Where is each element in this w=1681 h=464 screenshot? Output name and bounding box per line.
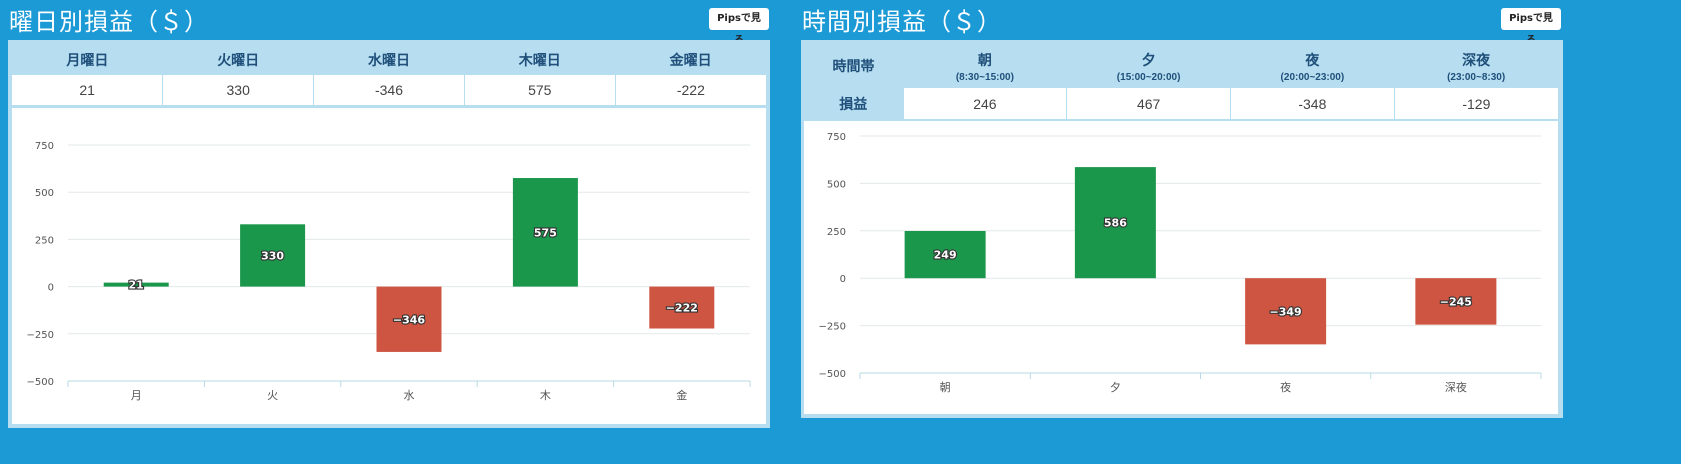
hourly-header-evening: 夕 (15:00~20:00) <box>1067 44 1231 88</box>
weekday-header-mon: 月曜日 <box>66 51 109 68</box>
data-label: 586 <box>1104 217 1127 230</box>
hourly-header-evening-name: 夕 <box>1141 51 1156 68</box>
hourly-panel-title: 時間別損益（＄） <box>802 8 1002 36</box>
bar <box>240 224 306 287</box>
bar <box>649 286 715 329</box>
hourly-header-night-name: 夜 <box>1305 51 1320 68</box>
hourly-value-morning: 246 <box>902 88 1067 119</box>
y-tick-label: 250 <box>827 227 846 238</box>
hourly-value-night: -348 <box>1230 88 1395 119</box>
weekday-value-thu: 575 <box>463 75 616 105</box>
x-tick-label: 深夜 <box>1445 380 1467 394</box>
hourly-header-morning-range: (8:30~15:00) <box>955 71 1014 83</box>
hourly-header-morning-name: 朝 <box>977 51 992 68</box>
weekday-value-mon: 21 <box>12 75 163 105</box>
data-label: −245 <box>1440 295 1472 308</box>
hourly-table: 時間帯 朝 (8:30~15:00) 夕 (15:00~20:00) 夜 (20… <box>804 44 1558 119</box>
hourly-chart-area: 750 500 250 0 −250 −500 249 朝 586 夕 −349 夜 −245 深夜 <box>804 121 1558 414</box>
bar <box>103 282 169 287</box>
weekday-header-thu: 木曜日 <box>518 51 561 68</box>
y-tick-label: 0 <box>48 283 54 294</box>
hourly-header-latenight-name: 深夜 <box>1462 51 1491 68</box>
y-tick-label: 0 <box>840 274 846 285</box>
y-tick-label: 750 <box>827 132 846 143</box>
bar <box>904 230 986 279</box>
weekday-pips-button[interactable]: Pipsで見る <box>709 8 769 46</box>
hourly-header-morning: 朝 (8:30~15:00) <box>903 44 1067 88</box>
y-tick-label: −250 <box>27 330 54 341</box>
y-tick-label: −500 <box>819 369 846 380</box>
data-label: −222 <box>666 302 698 315</box>
data-label: −346 <box>393 313 426 326</box>
data-label: 249 <box>934 249 957 262</box>
weekday-header-wed: 水曜日 <box>367 51 410 68</box>
weekday-value-tue: 330 <box>162 75 314 105</box>
data-label: 575 <box>534 226 557 239</box>
y-tick-label: 500 <box>827 179 846 190</box>
x-tick-label: 月 <box>131 389 142 402</box>
y-tick-label: 250 <box>35 235 54 246</box>
y-tick-label: −250 <box>819 322 846 333</box>
data-label: −349 <box>1270 305 1302 318</box>
weekday-value-wed: -346 <box>313 75 465 105</box>
hourly-rowheader-timeband: 時間帯 <box>804 44 903 88</box>
x-tick-label: 水 <box>404 389 415 402</box>
y-tick-label: 750 <box>35 141 54 152</box>
x-tick-label: 夕 <box>1110 381 1121 394</box>
x-tick-label: 木 <box>540 389 551 402</box>
x-tick-label: 火 <box>267 389 278 402</box>
bar <box>1415 278 1497 325</box>
weekday-table: 月曜日 火曜日 水曜日 木曜日 金曜日 21 330 -346 575 -222 <box>12 44 766 105</box>
hourly-rowheader-pnl: 損益 <box>804 88 903 119</box>
hourly-bar-chart: 750 500 250 0 −250 −500 249 朝 586 夕 −349 夜 −245 深夜 <box>819 132 1542 394</box>
weekday-panel-title: 曜日別損益（＄） <box>9 8 209 36</box>
x-tick-label: 金 <box>676 388 687 402</box>
hourly-header-latenight-range: (23:00~8:30) <box>1447 71 1506 83</box>
hourly-header-night: 夜 (20:00~23:00) <box>1231 44 1395 88</box>
hourly-pips-button[interactable]: Pipsで見る <box>1501 8 1561 46</box>
y-tick-label: −500 <box>27 377 54 388</box>
weekday-chart-area: 750 500 250 0 −250 −500 21 月 330 火 −346 水 575 木 −222 金 <box>12 108 766 424</box>
bar <box>1074 167 1156 279</box>
bar <box>1245 278 1327 345</box>
bar <box>376 286 442 352</box>
weekday-header-fri: 金曜日 <box>669 51 712 68</box>
weekday-value-fri: -222 <box>614 75 766 105</box>
x-tick-label: 朝 <box>940 381 951 394</box>
weekday-bar-chart: 750 500 250 0 −250 −500 21 月 330 火 −346 水 575 木 −222 金 <box>27 141 751 402</box>
hourly-header-latenight: 深夜 (23:00~8:30) <box>1394 44 1558 88</box>
bar <box>512 178 578 287</box>
hourly-header-night-range: (20:00~23:00) <box>1280 71 1345 83</box>
data-label: 21 <box>129 279 144 292</box>
hourly-header-evening-range: (15:00~20:00) <box>1116 71 1181 83</box>
x-tick-label: 夜 <box>1280 380 1291 394</box>
weekday-header-tue: 火曜日 <box>217 51 260 68</box>
hourly-value-latenight: -129 <box>1393 88 1558 119</box>
hourly-value-evening: 467 <box>1066 88 1231 119</box>
data-label: 330 <box>261 249 284 262</box>
y-tick-label: 500 <box>35 188 54 199</box>
